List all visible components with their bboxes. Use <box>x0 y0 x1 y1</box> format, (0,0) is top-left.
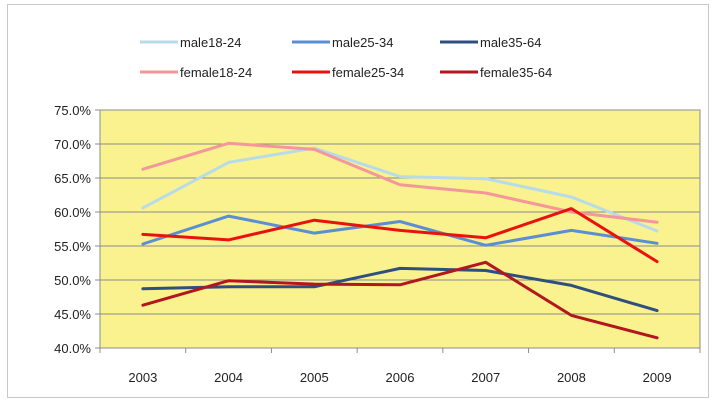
x-axis: 2003 2004 2005 2006 2007 2008 2009 <box>99 348 701 385</box>
y-tick-label: 60.0% <box>54 205 91 220</box>
series-line-female18-24 <box>141 141 659 224</box>
x-tick-label: 2005 <box>300 370 329 385</box>
legend-label-female18-24: female18-24 <box>180 65 252 80</box>
legend: male18-24 male25-34 male35-64 female18-24 fe… <box>140 35 552 80</box>
y-axis: 40.0% 45.0% 50.0% 55.0% 60.0% 65.0% 70.0% 75.0% <box>54 103 100 356</box>
legend-label-female35-64: female35-64 <box>480 65 552 80</box>
series-line-male35-64 <box>141 266 659 313</box>
y-tick-label: 50.0% <box>54 273 91 288</box>
x-tick-label: 2004 <box>214 370 243 385</box>
legend-label-male35-64: male35-64 <box>480 35 541 50</box>
x-tick-label: 2009 <box>643 370 672 385</box>
x-tick-label: 2006 <box>386 370 415 385</box>
legend-label-female25-34: female25-34 <box>332 65 404 80</box>
series-line-female35-64 <box>141 260 659 340</box>
y-tick-label: 55.0% <box>54 239 91 254</box>
series-line-female25-34 <box>141 207 659 264</box>
x-tick-label: 2008 <box>557 370 586 385</box>
legend-label-male25-34: male25-34 <box>332 35 393 50</box>
series-line-male18-24 <box>141 146 659 233</box>
x-tick-label: 2007 <box>471 370 500 385</box>
y-tick-label: 65.0% <box>54 171 91 186</box>
x-tick-label: 2003 <box>128 370 157 385</box>
y-tick-label: 45.0% <box>54 307 91 322</box>
y-tick-label: 75.0% <box>54 103 91 118</box>
series-line-male25-34 <box>141 214 659 247</box>
y-tick-label: 70.0% <box>54 137 91 152</box>
series-lines <box>141 141 659 340</box>
y-tick-label: 40.0% <box>54 341 91 356</box>
legend-label-male18-24: male18-24 <box>180 35 241 50</box>
